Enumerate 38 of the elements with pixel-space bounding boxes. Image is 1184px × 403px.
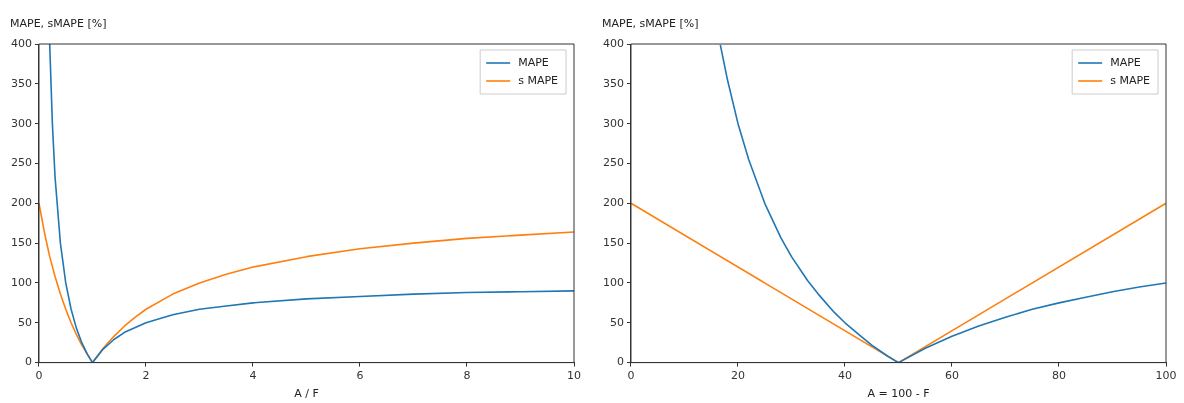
y-tick-label: 0 (617, 355, 624, 369)
x-tick-label: 0 (35, 369, 43, 383)
x-axis-title: A = 100 - F (867, 387, 930, 401)
x-tick-label: 100 (1155, 369, 1177, 383)
x-tick-label: 4 (249, 369, 257, 383)
x-tick-label: 6 (356, 369, 364, 383)
legend-label: MAPE (1110, 55, 1141, 69)
x-tick-label: 80 (1052, 369, 1066, 383)
y-tick-label: 350 (11, 76, 32, 90)
y-tick-label: 100 (603, 275, 624, 289)
y-axis-title: MAPE, sMAPE [%] (10, 17, 107, 31)
y-tick-label: 100 (11, 275, 32, 289)
legend-label: MAPE (518, 55, 549, 69)
legend-label: s MAPE (1110, 73, 1151, 87)
y-tick-label: 50 (18, 315, 32, 329)
x-tick-label: 60 (945, 369, 959, 383)
y-tick-label: 300 (603, 116, 624, 130)
y-tick-label: 250 (11, 156, 32, 170)
x-tick-label: 8 (463, 369, 471, 383)
y-tick-label: 0 (25, 355, 32, 369)
y-tick-label: 200 (11, 196, 32, 210)
y-tick-label: 300 (11, 116, 32, 130)
y-axis-title: MAPE, sMAPE [%] (602, 17, 699, 31)
x-tick-label: 10 (567, 369, 581, 383)
x-tick-label: 0 (627, 369, 635, 383)
y-tick-label: 400 (11, 36, 32, 50)
x-tick-label: 20 (731, 369, 745, 383)
x-tick-label: 40 (838, 369, 852, 383)
x-tick-label: 2 (142, 369, 150, 383)
y-tick-label: 250 (603, 156, 624, 170)
legend-label: s MAPE (518, 73, 559, 87)
y-tick-label: 200 (603, 196, 624, 210)
y-tick-label: 350 (603, 76, 624, 90)
y-tick-label: 150 (603, 235, 624, 249)
y-tick-label: 150 (11, 235, 32, 249)
y-tick-label: 400 (603, 36, 624, 50)
x-axis-title: A / F (294, 387, 319, 401)
y-tick-label: 50 (610, 315, 624, 329)
